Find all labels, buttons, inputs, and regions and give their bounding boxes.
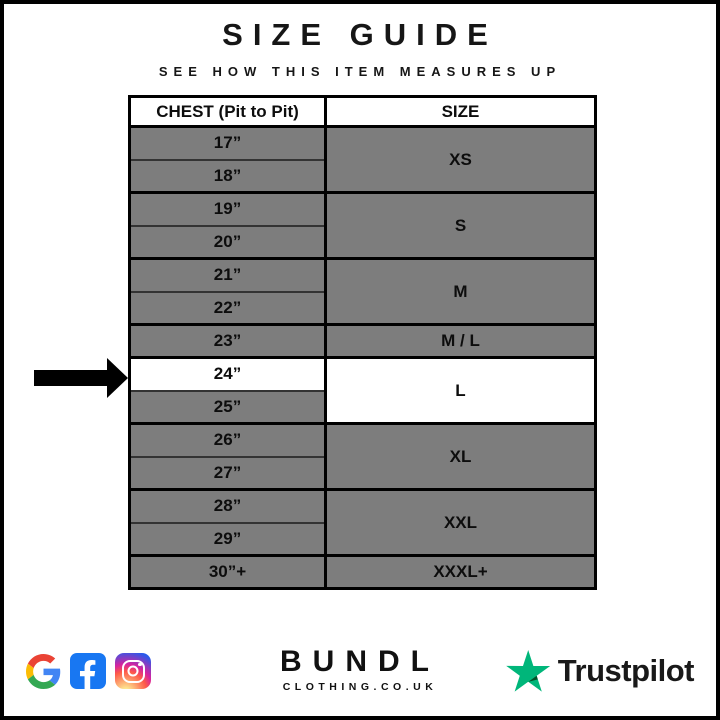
instagram-camera-body bbox=[121, 659, 145, 683]
table-row: 21” M bbox=[128, 257, 597, 326]
page-subtitle: SEE HOW THIS ITEM MEASURES UP bbox=[158, 64, 562, 79]
table-row: 23” M / L bbox=[128, 323, 597, 359]
brand-logo: BUNDL CLOTHING.CO.UK bbox=[280, 645, 440, 693]
instagram-camera-flash bbox=[138, 662, 142, 666]
chest-cell: 28” bbox=[128, 488, 327, 524]
table-row: 22” bbox=[128, 290, 596, 326]
chest-cell: 23” bbox=[128, 323, 327, 359]
size-column-header: SIZE bbox=[324, 96, 596, 128]
chest-cell: 18” bbox=[128, 158, 327, 194]
table-row: 17” XS bbox=[128, 125, 597, 194]
highlighted-size-cell: L bbox=[324, 356, 597, 425]
table-row: 30”+ XXXL+ bbox=[128, 554, 597, 590]
size-cell: XL bbox=[324, 422, 597, 491]
chest-cell: 30”+ bbox=[128, 554, 327, 590]
chest-cell: 29” bbox=[128, 521, 327, 557]
selection-arrow bbox=[34, 358, 128, 398]
chest-cell: 21” bbox=[128, 257, 327, 293]
footer: BUNDL CLOTHING.CO.UK Trustpilot bbox=[4, 628, 716, 714]
table-row: 28” XXL bbox=[128, 488, 597, 557]
instagram-camera-lens bbox=[127, 665, 139, 677]
trustpilot-logo[interactable]: Trustpilot bbox=[505, 649, 695, 693]
size-table: CHEST (Pit to Pit) SIZE 17” XS 18” 19” S… bbox=[128, 95, 597, 590]
table-row-highlighted: 24” L bbox=[128, 356, 597, 425]
brand-name: BUNDL bbox=[280, 645, 440, 679]
highlighted-chest-cell: 24” bbox=[128, 356, 327, 392]
size-cell: XXXL+ bbox=[324, 554, 597, 590]
trustpilot-label: Trustpilot bbox=[557, 653, 695, 688]
google-icon[interactable] bbox=[26, 653, 61, 689]
social-icons bbox=[26, 653, 151, 689]
chest-cell: 19” bbox=[128, 191, 327, 227]
table-row: 20” bbox=[128, 224, 596, 260]
size-cell: M / L bbox=[324, 323, 597, 359]
size-cell: XXL bbox=[324, 488, 597, 557]
page-title: SIZE GUIDE bbox=[222, 17, 498, 52]
table-row: 29” bbox=[128, 521, 596, 557]
instagram-icon[interactable] bbox=[115, 653, 151, 689]
chest-cell: 27” bbox=[128, 455, 327, 491]
brand-domain: CLOTHING.CO.UK bbox=[282, 681, 438, 694]
chest-cell: 20” bbox=[128, 224, 327, 260]
chest-cell: 26” bbox=[128, 422, 327, 458]
arrow-shaft bbox=[34, 370, 107, 386]
chest-cell: 25” bbox=[128, 389, 327, 425]
table-row: 19” S bbox=[128, 191, 597, 260]
size-cell: S bbox=[324, 191, 597, 260]
size-cell: XS bbox=[324, 125, 597, 194]
facebook-icon[interactable] bbox=[70, 653, 106, 689]
trustpilot-star-icon bbox=[505, 650, 550, 692]
size-table-container: CHEST (Pit to Pit) SIZE 17” XS 18” 19” S… bbox=[128, 95, 597, 590]
chest-cell: 22” bbox=[128, 290, 327, 326]
table-row: 27” bbox=[128, 455, 596, 491]
chest-column-header: CHEST (Pit to Pit) bbox=[129, 96, 326, 128]
table-header-row: CHEST (Pit to Pit) SIZE bbox=[129, 96, 596, 128]
size-cell: M bbox=[324, 257, 597, 326]
arrow-head-icon bbox=[107, 358, 128, 398]
chest-cell: 17” bbox=[128, 125, 327, 161]
table-row: 26” XL bbox=[128, 422, 597, 491]
table-row: 18” bbox=[128, 158, 596, 194]
table-row: 25” bbox=[128, 389, 596, 425]
